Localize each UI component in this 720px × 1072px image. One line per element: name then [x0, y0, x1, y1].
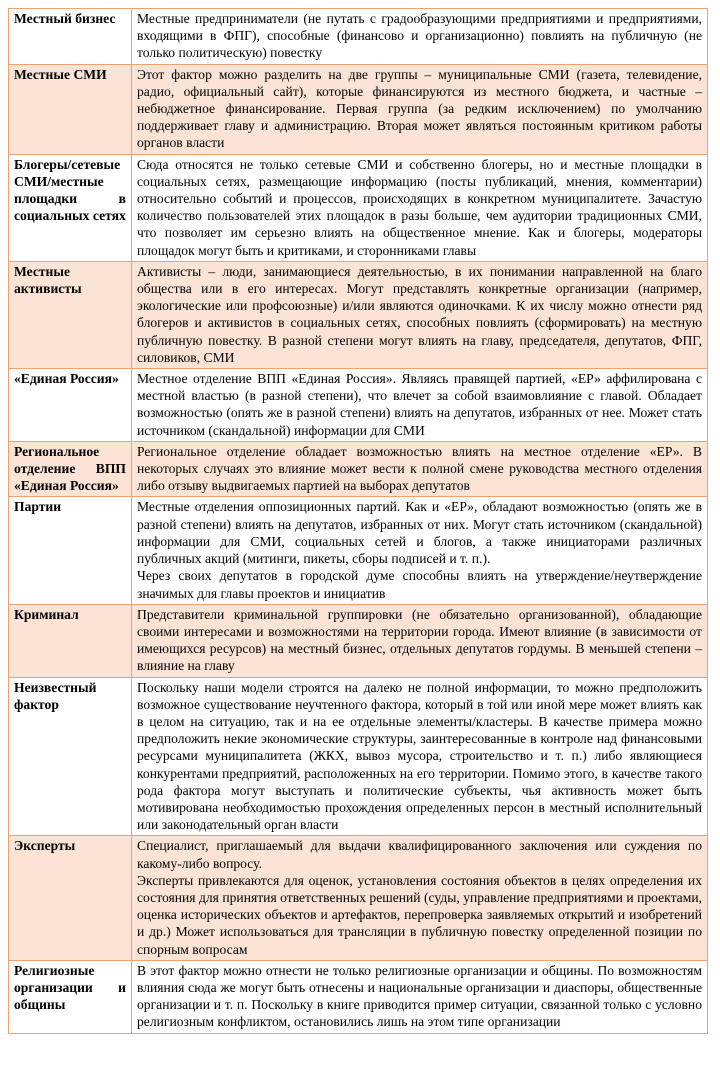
- table-row: Местные СМИ Этот фактор можно разделить н…: [8, 63, 708, 155]
- table-row: Местные активисты Активисты – люди, заним…: [8, 260, 708, 370]
- factor-description: Этот фактор можно разделить на две групп…: [131, 63, 708, 155]
- description-paragraph: Сюда относятся не только сетевые СМИ и с…: [137, 156, 702, 258]
- description-paragraph: Местное отделение ВПП «Единая Россия». Я…: [137, 371, 702, 438]
- factor-description: Местное отделение ВПП «Единая Россия». Я…: [131, 368, 708, 442]
- factor-description: Специалист, приглашаемый для выдачи квал…: [131, 835, 708, 961]
- factor-term: Неизвестный фактор: [8, 676, 132, 837]
- factor-description: Местные отделения оппозиционных партий. …: [131, 496, 708, 605]
- factor-description: Активисты – люди, занимающиеся деятельно…: [131, 260, 708, 370]
- table-row: «Единая Россия» Местное отделение ВПП «Ед…: [8, 368, 708, 442]
- description-paragraph: Эксперты привлекаются для оценок, устано…: [137, 872, 702, 957]
- table-row: Местный бизнес Местные предприниматели (н…: [8, 8, 708, 65]
- description-paragraph: Через своих депутатов в городской думе с…: [137, 568, 702, 601]
- description-paragraph: Специалист, приглашаемый для выдачи квал…: [137, 838, 702, 871]
- description-paragraph: В этот фактор можно отнести не только ре…: [137, 962, 702, 1030]
- table-row: Эксперты Специалист, приглашаемый для выд…: [8, 835, 708, 961]
- factors-table-body: Местный бизнес Местные предприниматели (н…: [8, 8, 708, 1034]
- factor-term: Местные активисты: [8, 260, 132, 370]
- factor-description: Местные предприниматели (не путать с гра…: [131, 8, 708, 65]
- table-row: Криминал Представители криминальной групп…: [8, 603, 708, 678]
- factor-description: Представители криминальной группировки (…: [131, 603, 708, 678]
- factor-description: Поскольку наши модели строятся на далеко…: [131, 676, 708, 837]
- factor-term: «Единая Россия»: [8, 368, 132, 442]
- description-paragraph: Региональное отделение обладает возможно…: [137, 443, 702, 494]
- table-row: Неизвестный фактор Поскольку наши модели …: [8, 676, 708, 837]
- table-row: Региональное отделение ВПП «Единая Росси…: [8, 440, 708, 498]
- description-paragraph: Активисты – люди, занимающиеся деятельно…: [137, 263, 702, 365]
- factor-term: Блогеры/сетевые СМИ/местные площадки в с…: [8, 153, 132, 262]
- factors-table: Местный бизнес Местные предприниматели (н…: [8, 8, 708, 1034]
- factor-description: Региональное отделение обладает возможно…: [131, 440, 708, 498]
- factor-term: Местные СМИ: [8, 63, 132, 155]
- factor-term: Партии: [8, 496, 132, 605]
- factor-term: Местный бизнес: [8, 8, 132, 65]
- description-paragraph: Этот фактор можно разделить на две групп…: [137, 66, 702, 151]
- factor-term: Региональное отделение ВПП «Единая Росси…: [8, 440, 132, 498]
- description-paragraph: Представители криминальной группировки (…: [137, 606, 702, 674]
- document-page: Местный бизнес Местные предприниматели (н…: [8, 8, 708, 1034]
- factor-term: Эксперты: [8, 835, 132, 961]
- factor-description: Сюда относятся не только сетевые СМИ и с…: [131, 153, 708, 262]
- description-paragraph: Местные предприниматели (не путать с гра…: [137, 11, 702, 61]
- factor-description: В этот фактор можно отнести не только ре…: [131, 959, 708, 1034]
- description-paragraph: Местные отделения оппозиционных партий. …: [137, 499, 702, 567]
- table-row: Блогеры/сетевые СМИ/местные площадки в с…: [8, 153, 708, 262]
- factor-term: Религиозные организации и общины: [8, 959, 132, 1034]
- table-row: Партии Местные отделения оппозиционных па…: [8, 496, 708, 605]
- description-paragraph: Поскольку наши модели строятся на далеко…: [137, 679, 702, 833]
- factor-term: Криминал: [8, 603, 132, 678]
- table-row: Религиозные организации и общины В этот ф…: [8, 959, 708, 1034]
